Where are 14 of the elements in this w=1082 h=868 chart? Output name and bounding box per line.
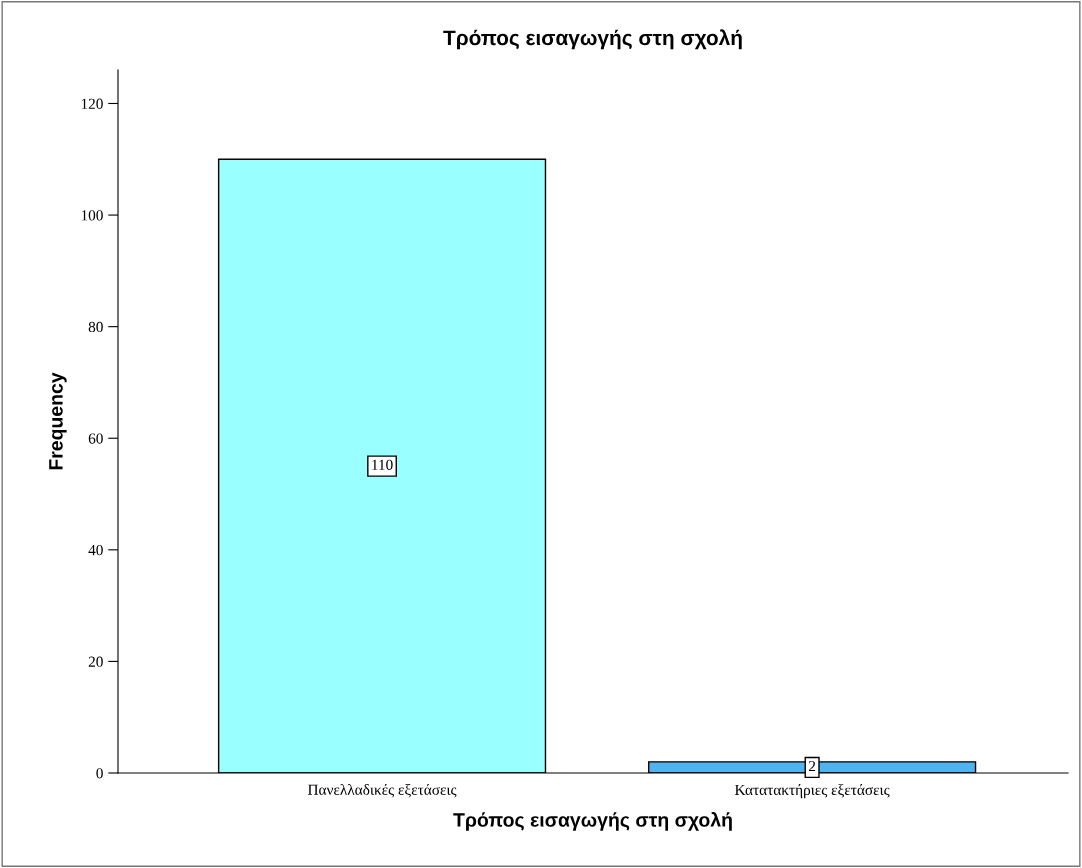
y-tick-label: 120 <box>81 98 103 109</box>
x-axis-title: Τρόπος εισαγωγής στη σχολή <box>453 812 732 831</box>
x-tick-label: Κατατακτήριες εξετάσεις <box>734 784 890 799</box>
y-tick-label: 60 <box>88 433 103 444</box>
x-tick-label: Πανελλαδικές εξετάσεις <box>307 783 457 798</box>
data-label: 2 <box>808 760 816 772</box>
y-tick-label: 0 <box>96 768 103 779</box>
y-tick-label: 100 <box>81 210 103 221</box>
data-label: 110 <box>372 459 393 470</box>
y-tick-label: 80 <box>88 321 103 333</box>
y-tick-label: 20 <box>88 656 103 667</box>
chart-title: Τρόπος εισαγωγής στη σχολή <box>443 29 742 50</box>
y-axis-title: Frequency <box>49 372 67 470</box>
y-tick-label: 40 <box>88 544 103 556</box>
